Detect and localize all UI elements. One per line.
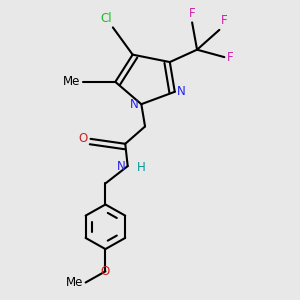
- Text: H: H: [136, 161, 145, 174]
- Text: F: F: [220, 14, 227, 27]
- Text: N: N: [117, 160, 126, 172]
- Text: Cl: Cl: [100, 12, 112, 25]
- Text: N: N: [130, 98, 139, 111]
- Text: Me: Me: [63, 75, 81, 88]
- Text: O: O: [79, 132, 88, 146]
- Text: F: F: [189, 7, 195, 20]
- Text: Me: Me: [66, 276, 83, 289]
- Text: O: O: [101, 265, 110, 278]
- Text: N: N: [177, 85, 186, 98]
- Text: F: F: [227, 51, 233, 64]
